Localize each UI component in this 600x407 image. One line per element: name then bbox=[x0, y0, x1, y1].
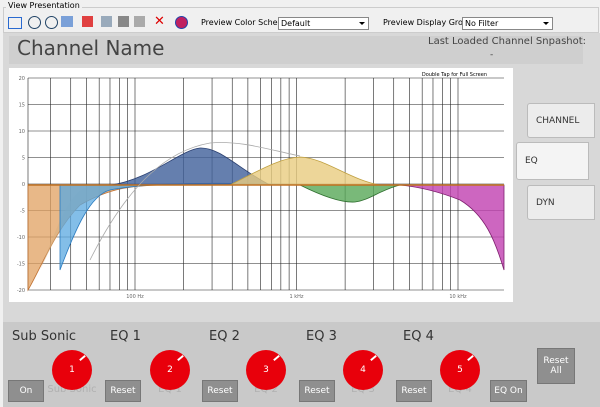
knob-pointer bbox=[370, 354, 377, 362]
group-title: View Presentation bbox=[6, 1, 82, 10]
y-label: -15 bbox=[17, 262, 25, 268]
knob[interactable]: 2 bbox=[150, 350, 190, 390]
knob-pointer bbox=[79, 354, 86, 362]
band-title: Sub Sonic bbox=[12, 329, 77, 344]
knob-pointer bbox=[177, 354, 184, 362]
knob-pointer bbox=[467, 354, 474, 362]
y-label: 0 bbox=[22, 182, 25, 188]
band-button[interactable]: Reset bbox=[299, 380, 335, 402]
icon[interactable] bbox=[175, 16, 188, 29]
x-label: 1 kHz bbox=[289, 294, 303, 300]
knob[interactable]: 1 bbox=[52, 350, 92, 390]
knob-pointer bbox=[273, 354, 280, 362]
band-button[interactable]: Reset bbox=[105, 380, 141, 402]
icon[interactable] bbox=[8, 17, 22, 29]
label: Preview Color Schema: bbox=[201, 18, 293, 27]
toolbar-area: View Presentation ✕ Preview Color Schema… bbox=[0, 0, 600, 33]
curve-eq2 bbox=[229, 156, 381, 186]
icon[interactable] bbox=[45, 16, 58, 29]
group-frame bbox=[3, 7, 599, 33]
y-label: -10 bbox=[17, 235, 25, 241]
channel-title: Channel Name bbox=[17, 36, 165, 60]
dropdown[interactable]: Default bbox=[278, 17, 369, 30]
curve-eq3 bbox=[299, 184, 401, 203]
snapshot-value: - bbox=[490, 50, 494, 60]
tab[interactable]: DYN bbox=[527, 185, 595, 220]
icon[interactable] bbox=[118, 16, 129, 27]
y-label: 5 bbox=[22, 156, 25, 162]
header bbox=[9, 36, 583, 64]
icon[interactable] bbox=[134, 16, 145, 27]
curves bbox=[27, 142, 505, 292]
knob[interactable]: 5 bbox=[440, 350, 480, 390]
icon[interactable] bbox=[101, 16, 112, 27]
icon[interactable] bbox=[82, 16, 93, 27]
y-label: -5 bbox=[20, 209, 25, 215]
y-label: 20 bbox=[19, 76, 25, 82]
icon[interactable] bbox=[28, 16, 41, 29]
eq-on-button[interactable]: EQ On bbox=[490, 380, 527, 402]
label: Preview Display Group: bbox=[383, 18, 476, 27]
band-title: EQ 1 bbox=[110, 329, 141, 344]
snapshot-label: Last Loaded Channel Snpashot: bbox=[428, 36, 587, 47]
band-button[interactable]: Reset bbox=[396, 380, 432, 402]
y-label: 15 bbox=[19, 103, 25, 109]
band-title: EQ 4 bbox=[403, 329, 434, 344]
tab-selected[interactable]: EQ bbox=[516, 142, 589, 180]
x-label: 100 Hz bbox=[126, 294, 144, 300]
y-label: 10 bbox=[19, 129, 25, 135]
x-label: 10 kHz bbox=[449, 294, 467, 300]
graph-hint: Double Tap for Full Screen bbox=[422, 72, 487, 78]
icon[interactable]: ✕ bbox=[154, 14, 165, 29]
tab[interactable]: CHANNEL bbox=[527, 103, 595, 138]
curve-eq1 bbox=[109, 147, 271, 186]
band-button[interactable]: On bbox=[8, 380, 44, 402]
knob[interactable]: 3 bbox=[246, 350, 286, 390]
knob[interactable]: 4 bbox=[343, 350, 383, 390]
band-title: EQ 2 bbox=[209, 329, 240, 344]
y-label: -20 bbox=[17, 288, 25, 294]
x-labels: 100 Hz 1 kHz 10 kHz bbox=[126, 294, 467, 300]
reset-all-button[interactable]: Reset All bbox=[537, 348, 575, 384]
ghost-curve bbox=[89, 142, 301, 261]
y-labels: 20 15 10 5 0 -5 -10 -15 -20 bbox=[17, 76, 25, 294]
band-button[interactable]: Reset bbox=[202, 380, 238, 402]
eq-graph[interactable]: Double Tap for Full Screen 20 15 10 5 0 -5 -10… bbox=[9, 68, 513, 302]
band-title: EQ 3 bbox=[306, 329, 337, 344]
curve-eq4 bbox=[399, 184, 505, 271]
icon[interactable] bbox=[61, 16, 73, 27]
dropdown[interactable]: No Filter bbox=[462, 17, 553, 30]
